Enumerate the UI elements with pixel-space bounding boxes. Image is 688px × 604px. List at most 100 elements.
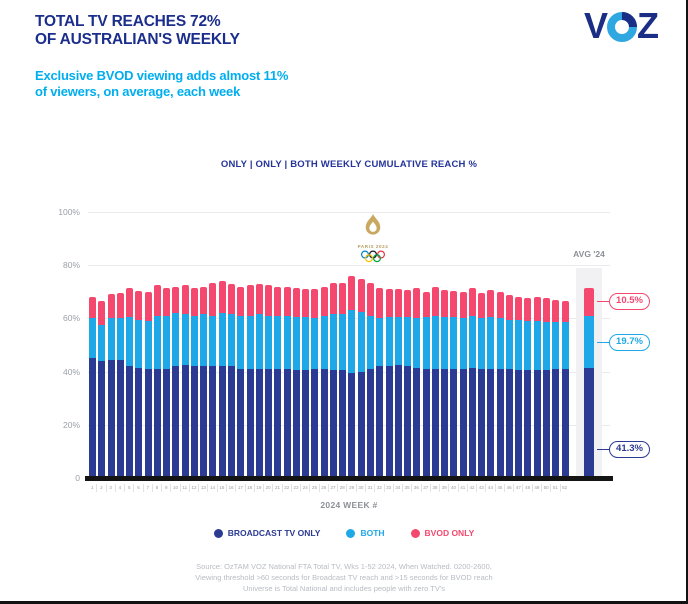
week-bar <box>329 282 337 478</box>
callout-both: 19.7% <box>597 334 650 351</box>
bar-segment <box>385 289 393 318</box>
week-number-labels: 1 2 3 4 5 6 7 8 9 10 11 12 13 14 15 16 17 18 19 20 21 22 23 24 2… <box>88 484 569 492</box>
week-bar <box>543 297 551 478</box>
bar-segment <box>265 368 273 478</box>
bar-segment <box>246 285 254 316</box>
avg-bar <box>584 287 594 478</box>
gridline <box>88 265 610 267</box>
week-bar <box>283 286 291 478</box>
bar-segment <box>478 293 486 319</box>
week-bar <box>292 287 300 478</box>
bar-segment <box>89 318 96 359</box>
bar-segment <box>348 372 356 478</box>
bar-segment <box>274 315 282 369</box>
week-tick-label: 11 <box>179 484 189 492</box>
bar-segment <box>107 318 115 360</box>
bar-segment <box>404 317 412 367</box>
bar-segment <box>543 322 551 371</box>
bar-segment <box>190 315 198 367</box>
week-bar <box>561 301 569 478</box>
week-bar <box>515 297 523 478</box>
legend-label: BOTH <box>360 528 385 538</box>
bar-segment <box>218 366 226 478</box>
bar-segment <box>357 311 365 372</box>
bar-segment <box>404 290 412 318</box>
bar-segment <box>98 360 106 478</box>
bar-segment <box>274 286 282 316</box>
bar-segment <box>283 286 291 316</box>
week-tick-label: 7 <box>142 484 152 492</box>
week-tick-label: 9 <box>161 484 170 492</box>
bar-segment <box>459 318 467 369</box>
bar-segment <box>366 315 374 369</box>
bar-segment <box>135 367 143 478</box>
bar-segment <box>552 299 560 323</box>
bar-segment <box>505 295 513 320</box>
week-tick-label: 42 <box>466 484 476 492</box>
bar-segment <box>394 364 402 478</box>
week-bar <box>181 285 189 478</box>
avg-bar-segment <box>584 287 594 316</box>
y-tick-label: 0 <box>75 473 80 483</box>
bar-segment <box>422 368 430 478</box>
bar-segment <box>153 315 161 369</box>
week-bar <box>209 282 217 478</box>
bar-segment <box>144 368 152 478</box>
page-subtitle-line1: Exclusive BVOD viewing adds almost 11% <box>35 68 289 83</box>
bar-segment <box>385 366 393 478</box>
bar-segment <box>283 315 291 369</box>
week-tick-label: 24 <box>300 484 309 492</box>
bar-segment <box>135 319 143 368</box>
week-bar <box>496 292 504 478</box>
week-tick-label: 16 <box>225 484 235 492</box>
week-tick-label: 35 <box>402 484 411 492</box>
week-bar <box>404 290 412 478</box>
legend-label: BVOD ONLY <box>424 528 475 538</box>
bar-segment <box>190 287 198 316</box>
week-tick-label: 43 <box>476 484 485 492</box>
bar-segment <box>237 286 245 316</box>
week-bar <box>431 287 439 478</box>
bar-segment <box>450 317 458 369</box>
week-tick-label: 1 <box>90 485 94 490</box>
bar-segment <box>561 322 569 369</box>
bar-segment <box>431 287 439 316</box>
bar-segment <box>181 285 189 315</box>
bar-segment <box>329 314 337 371</box>
bar-segment <box>311 318 319 369</box>
week-tick-label: 15 <box>216 484 226 492</box>
bar-segment <box>459 292 467 319</box>
bar-segment <box>561 301 569 323</box>
week-bar <box>274 286 282 478</box>
week-tick-label: 14 <box>207 484 216 492</box>
week-bar <box>441 289 449 478</box>
week-tick-label: 27 <box>327 484 337 492</box>
week-tick-label: 20 <box>263 484 272 492</box>
bar-segment <box>200 314 208 367</box>
bar-segment <box>431 368 439 478</box>
bar-segment <box>413 318 421 368</box>
week-bar <box>255 283 263 478</box>
bar-segment <box>144 291 152 322</box>
bar-segment <box>89 358 96 478</box>
bar-segment <box>394 317 402 365</box>
bar-segment <box>163 368 171 478</box>
bar-segment <box>172 313 180 367</box>
source-line1: Source: OzTAM VOZ National FTA Total TV,… <box>196 562 492 571</box>
bar-segment <box>311 289 319 319</box>
week-tick-label: 12 <box>188 484 198 492</box>
bar-segment <box>116 318 124 360</box>
week-bar <box>265 285 273 478</box>
bar-segment <box>320 286 328 316</box>
callout-broadcast-tv-only: 41.3% <box>597 441 650 458</box>
bar-segment <box>135 290 143 320</box>
week-tick-label: 40 <box>448 484 457 492</box>
bar-segment <box>302 317 310 371</box>
week-bar <box>339 282 347 478</box>
week-bar <box>366 282 374 478</box>
bar-segment <box>227 366 235 478</box>
week-bar <box>190 287 198 478</box>
week-bar <box>172 286 180 478</box>
bar-segment <box>311 368 319 478</box>
bar-segment <box>246 368 254 478</box>
